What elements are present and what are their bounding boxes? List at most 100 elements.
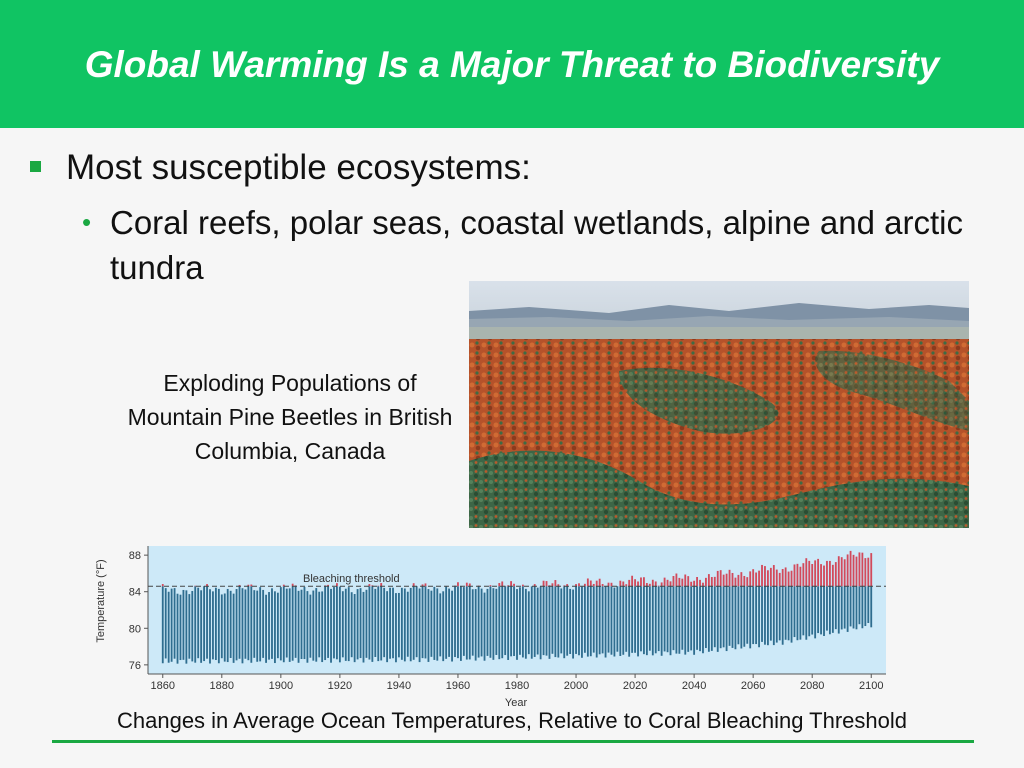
temperature-bar-below	[415, 586, 418, 658]
temperature-bar-below	[826, 586, 828, 631]
temperature-bar-above	[775, 569, 778, 587]
temperature-bar-below	[492, 588, 495, 660]
temperature-bar-below	[474, 589, 477, 661]
temperature-bar-below	[548, 586, 551, 659]
temperature-bar-below	[398, 592, 400, 658]
temperature-bar-below	[250, 586, 253, 663]
temperature-bar-below	[675, 586, 678, 654]
y-ticks: 76 80 84 88	[129, 550, 148, 672]
temperature-bar-below	[607, 586, 610, 653]
temperature-bar-below	[743, 586, 746, 647]
temperature-bar-above	[578, 583, 580, 587]
temperature-bar-below	[194, 586, 197, 663]
temperature-bar-below	[217, 588, 220, 664]
temperature-bar-above	[610, 582, 613, 587]
temperature-bar-below	[209, 589, 211, 664]
temperature-bar-above	[787, 571, 790, 587]
temperature-bar-below	[445, 586, 448, 659]
temperature-bar-below	[578, 586, 580, 656]
temperature-bar-above	[705, 577, 707, 587]
temperature-bar-above	[637, 581, 639, 587]
temperature-bar-below	[182, 589, 185, 660]
temperature-bar-above	[722, 574, 725, 587]
temperature-bar-below	[843, 586, 846, 629]
temperature-bar-above	[684, 574, 687, 587]
temperature-bar-above	[542, 580, 545, 587]
temperature-bar-below	[778, 586, 781, 641]
temperature-bar-above	[336, 583, 338, 587]
temperature-bar-below	[628, 586, 631, 657]
temperature-bar-above	[699, 579, 701, 587]
temperature-bar-above	[282, 584, 285, 587]
temperature-bar-below	[380, 586, 383, 661]
temperature-bar-below	[427, 589, 430, 662]
temperature-bar-below	[303, 586, 306, 660]
temperature-bar-below	[861, 586, 864, 629]
temperature-bar-above	[619, 580, 622, 587]
temperature-bar-below	[536, 587, 539, 655]
temperature-bar-below	[769, 586, 772, 641]
temperature-bar-above	[758, 570, 760, 587]
x-tick-label: 2060	[741, 680, 765, 692]
temperature-bar-below	[274, 591, 276, 664]
temperature-bar-above	[811, 563, 814, 587]
temperature-bar-above	[554, 580, 557, 587]
temperature-bar-below	[483, 592, 486, 661]
temperature-bar-above	[468, 583, 471, 587]
temperature-bar-below	[575, 586, 577, 654]
temperature-bar-below	[784, 586, 787, 640]
temperature-bar-below	[333, 587, 335, 659]
temperature-bar-below	[719, 586, 722, 649]
temperature-bar-below	[309, 594, 312, 658]
temperature-bar-above	[864, 558, 867, 587]
temperature-bar-below	[365, 589, 368, 658]
temperature-bar-above	[161, 584, 164, 587]
temperature-bar-below	[226, 588, 229, 663]
temperature-bar-above	[678, 577, 681, 587]
temperature-bar-above	[707, 574, 710, 587]
temperature-bar-below	[572, 589, 575, 659]
temperature-bar-below	[501, 586, 504, 659]
temperature-bar-above	[501, 581, 504, 587]
temperature-bar-below	[336, 586, 338, 660]
temperature-bar-above	[377, 585, 380, 587]
temperature-bar-below	[581, 586, 583, 658]
temperature-bar-below	[563, 586, 566, 659]
temperature-bar-above	[820, 564, 822, 587]
temperature-bar-below	[338, 586, 341, 663]
x-axis-label: Year	[505, 697, 528, 709]
temperature-bar-below	[424, 586, 427, 659]
temperature-bar-below	[696, 586, 698, 650]
temperature-bar-below	[471, 589, 474, 656]
temperature-bar-above	[781, 568, 784, 587]
temperature-bar-below	[690, 586, 693, 651]
temperature-bar-above	[465, 582, 468, 587]
temperature-bar-below	[755, 586, 758, 645]
temperature-bar-below	[229, 590, 232, 658]
x-tick-label: 1880	[210, 680, 234, 692]
x-tick-label: 2020	[623, 680, 647, 692]
temperature-bar-above	[583, 583, 586, 587]
x-tick-label: 1920	[328, 680, 352, 692]
temperature-bar-below	[705, 586, 707, 649]
temperature-bar-above	[631, 575, 634, 587]
temperature-bar-above	[690, 581, 693, 587]
x-tick-label: 1980	[505, 680, 529, 692]
temperature-bar-above	[654, 581, 657, 587]
temperature-bar-below	[465, 586, 468, 660]
temperature-bar-above	[713, 576, 716, 587]
temperature-bar-below	[713, 586, 716, 648]
temperature-bar-below	[297, 590, 300, 663]
title-bar	[0, 0, 1024, 128]
temperature-bar-above	[545, 581, 548, 587]
temperature-bar-below	[448, 588, 451, 657]
temperature-bar-below	[356, 589, 359, 660]
temperature-bar-below	[808, 586, 811, 637]
temperature-bar-below	[687, 586, 690, 652]
temperature-bar-below	[849, 586, 852, 627]
temperature-bar-above	[628, 579, 631, 587]
temperature-bar-below	[557, 586, 560, 658]
temperature-bar-below	[787, 586, 790, 641]
temperature-bar-above	[852, 554, 855, 587]
temperature-bar-above	[740, 572, 743, 587]
